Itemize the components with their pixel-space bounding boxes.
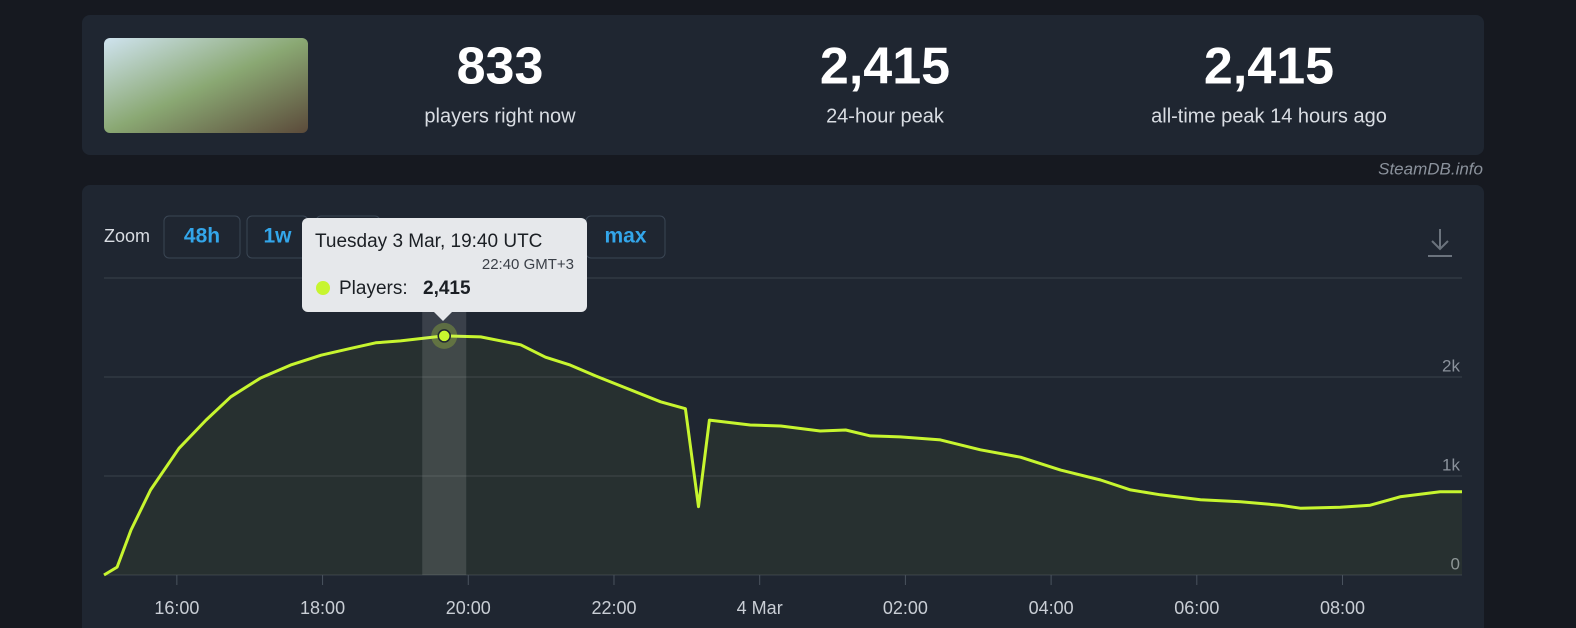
x-tick-label: 4 Mar [737, 598, 783, 618]
x-tick-label: 18:00 [300, 598, 345, 618]
stat-value: 2,415 [1204, 38, 1334, 96]
zoom-button-label[interactable]: 48h [184, 225, 220, 248]
stat-value: 833 [457, 38, 544, 96]
tooltip-title: Tuesday 3 Mar, 19:40 UTC [315, 231, 542, 252]
y-tick-label: 2k [1442, 356, 1460, 375]
tooltip-value: 2,415 [423, 278, 471, 299]
tooltip: Tuesday 3 Mar, 19:40 UTC 22:40 GMT+3 Playe… [302, 218, 587, 321]
x-tick-label: 20:00 [446, 598, 491, 618]
zoom-label: Zoom [104, 226, 150, 246]
tooltip-pointer [434, 312, 452, 321]
tooltip-box [302, 218, 587, 312]
download-icon[interactable] [1428, 229, 1452, 257]
y-tick-label: 0 [1451, 554, 1460, 573]
zoom-button-label[interactable]: max [604, 225, 646, 248]
zoom-button[interactable] [163, 215, 241, 259]
y-tick-label: 1k [1442, 455, 1460, 474]
x-tick-label: 02:00 [883, 598, 928, 618]
x-tick-label: 08:00 [1320, 598, 1365, 618]
series-area [104, 335, 1462, 575]
stat-label: 24-hour peak [826, 105, 945, 127]
tooltip-swatch [316, 281, 330, 295]
x-tick-label: 04:00 [1029, 598, 1074, 618]
zoom-button-label[interactable]: 1w [263, 225, 292, 248]
tooltip-label: Players: [339, 278, 408, 299]
tooltip-subtitle: 22:40 GMT+3 [482, 256, 574, 273]
stat-value: 2,415 [820, 38, 950, 96]
hover-point [437, 329, 451, 343]
x-tick-label: 06:00 [1174, 598, 1219, 618]
plot: 0 1k 2k 16:00 18:00 20:00 22:00 4 Mar 02:00 04:00… [103, 278, 1462, 618]
hover-band [422, 278, 467, 575]
source-link[interactable]: SteamDB.info [1378, 159, 1483, 178]
x-tick-label: 22:00 [591, 598, 636, 618]
series-line [103, 334, 1462, 577]
stats-card [82, 15, 1484, 155]
game-thumbnail[interactable] [104, 38, 308, 133]
stat-label: all-time peak 14 hours ago [1151, 105, 1387, 127]
stat-label: players right now [424, 105, 576, 127]
x-tick-label: 16:00 [154, 598, 199, 618]
